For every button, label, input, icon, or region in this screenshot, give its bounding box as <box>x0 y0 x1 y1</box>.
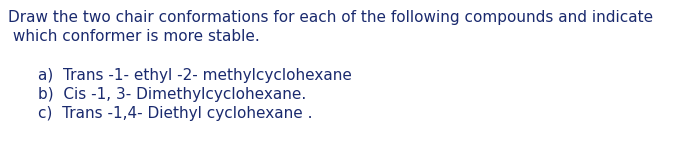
Text: which conformer is more stable.: which conformer is more stable. <box>8 29 260 44</box>
Text: Draw the two chair conformations for each of the following compounds and indicat: Draw the two chair conformations for eac… <box>8 10 653 25</box>
Text: c)  Trans -1,4- Diethyl cyclohexane .: c) Trans -1,4- Diethyl cyclohexane . <box>38 106 313 121</box>
Text: b)  Cis -1, 3- Dimethylcyclohexane.: b) Cis -1, 3- Dimethylcyclohexane. <box>38 87 306 102</box>
Text: a)  Trans -1- ethyl -2- methylcyclohexane: a) Trans -1- ethyl -2- methylcyclohexane <box>38 68 352 83</box>
